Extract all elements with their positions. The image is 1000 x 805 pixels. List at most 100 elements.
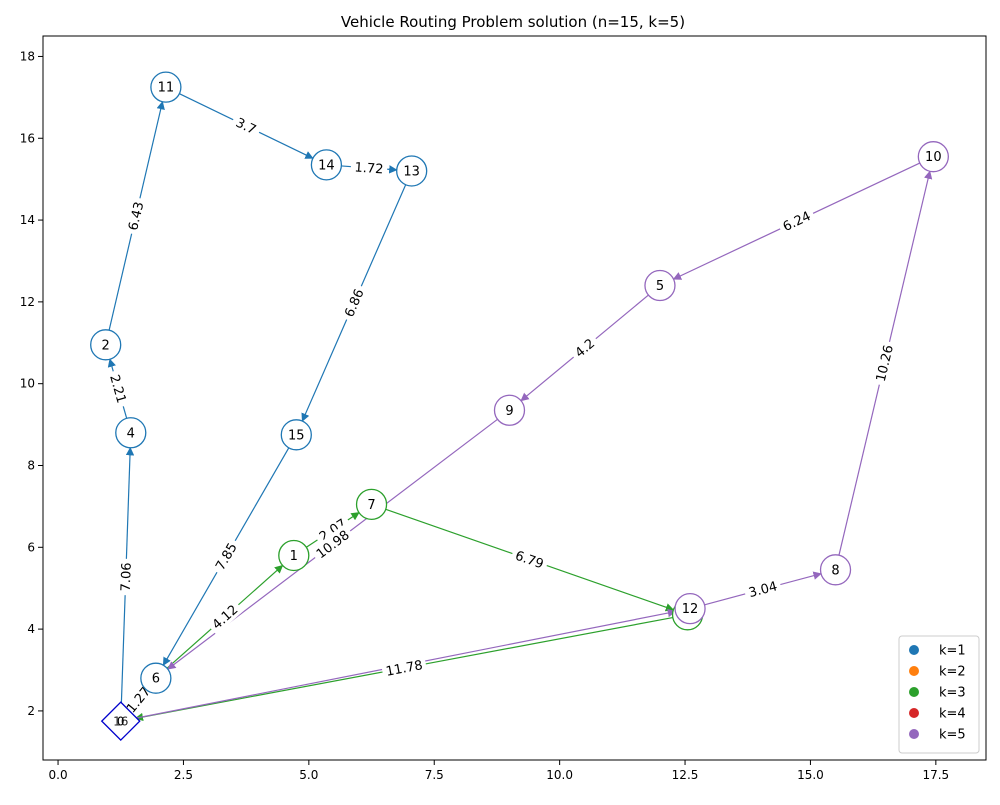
depot-diamond (100, 701, 141, 742)
depot-marker: 016 (100, 701, 141, 742)
node-10 (917, 141, 949, 173)
node-6 (140, 662, 172, 694)
node-1 (278, 539, 310, 572)
node-14 (310, 149, 343, 181)
legend-label: k=2 (939, 665, 966, 680)
edge-label-bg (309, 523, 356, 564)
node-11 (150, 71, 182, 103)
x-tick-label: 7.5 (425, 768, 444, 782)
edge-label-bg (776, 205, 817, 237)
edge-label: 2.21 (105, 368, 132, 409)
edge-label-text: 6.79 (513, 549, 545, 573)
depot-label: 0 (117, 715, 125, 729)
node-2 (90, 329, 122, 361)
y-tick-label: 6 (27, 540, 35, 554)
node-label-2: 2 (102, 338, 110, 353)
node-label-12: 12 (682, 602, 699, 617)
y-tick-label: 8 (27, 458, 35, 472)
y-tick-label: 14 (20, 213, 35, 227)
edge-label-bg (567, 331, 601, 364)
node-12 (674, 593, 706, 625)
edge-label-bg (380, 655, 428, 680)
node-label-13: 13 (403, 164, 420, 179)
edge-label-text: 2.21 (106, 373, 128, 405)
route-nodes: 123456789101112131415 (90, 71, 949, 694)
legend-label: k=4 (939, 707, 966, 722)
edge-label: 4.2 (567, 331, 601, 364)
x-tick-label: 12.5 (672, 768, 699, 782)
node-label-11: 11 (158, 81, 175, 96)
edge-label-bg (338, 282, 369, 323)
legend-marker (909, 708, 919, 718)
edge-label-bg (742, 575, 783, 602)
x-tick-label: 2.5 (174, 768, 193, 782)
edge-label-text: 11.78 (385, 658, 424, 680)
edge-label-text: 6.86 (342, 287, 367, 320)
node-15 (280, 419, 312, 451)
legend-label: k=5 (939, 728, 966, 743)
node-8 (819, 554, 852, 586)
y-tick-label: 10 (20, 377, 35, 391)
edge-label: 6.43 (122, 196, 148, 236)
node-label-4: 4 (127, 426, 135, 441)
edge-label-bg (312, 512, 353, 547)
y-tick-label: 16 (20, 131, 35, 145)
edge-label: 1.72 (350, 157, 388, 178)
node-label-14: 14 (318, 158, 335, 173)
x-tick-label: 5.0 (299, 768, 318, 782)
plot-frame (42, 35, 987, 761)
node-label-10: 10 (925, 150, 942, 165)
edge-label-bg (209, 536, 243, 577)
edge-label-text: 10.26 (874, 344, 897, 384)
edge-label: 3.7 (229, 111, 264, 140)
edge-label: 10.26 (870, 339, 898, 387)
edge-label-text: 6.43 (126, 200, 147, 232)
edge-label-bg (350, 157, 388, 178)
edge-label-text: 3.04 (747, 579, 779, 601)
legend: k=1 k=2 k=3 k=4 k=5 (898, 635, 980, 754)
node-label-1: 1 (290, 549, 298, 564)
edge-label-bg (229, 111, 264, 140)
edge-label: 7.85 (209, 536, 243, 577)
x-tick-label: 15.0 (797, 768, 824, 782)
node-label-9: 9 (505, 404, 513, 419)
edge-label-bg (509, 545, 550, 574)
x-axis: 0.0 2.5 5.0 7.5 10.0 12.5 15.0 17.5 (49, 760, 949, 782)
edge-label: 7.06 (116, 558, 135, 596)
legend-label: k=1 (939, 644, 966, 659)
legend-label: k=3 (939, 686, 966, 701)
y-tick-label: 4 (27, 622, 35, 636)
legend-box (898, 635, 980, 754)
edge-label: 3.04 (742, 575, 783, 602)
node-label-6: 6 (152, 672, 160, 687)
node-label-15: 15 (288, 428, 305, 443)
edge-label: 6.24 (776, 205, 817, 237)
edge-label-bg (205, 598, 244, 635)
legend-marker (909, 687, 919, 697)
edge-label-text: 1.72 (354, 160, 384, 177)
edge-label: 6.79 (509, 545, 550, 574)
y-tick-label: 2 (27, 704, 35, 718)
node-7 (355, 488, 388, 521)
node-5 (644, 269, 676, 302)
y-axis: 2 4 6 8 10 12 14 16 18 (20, 49, 43, 718)
chart-title: Vehicle Routing Problem solution (n=15, … (341, 13, 685, 31)
node-label-7: 7 (367, 498, 375, 513)
legend-marker (909, 666, 919, 676)
edge-label: 11.78 (380, 655, 428, 680)
node-9 (493, 394, 526, 426)
legend-marker (909, 645, 919, 655)
edge-label-bg (870, 339, 898, 387)
node-label-5: 5 (656, 279, 664, 294)
x-tick-label: 17.5 (922, 768, 949, 782)
edge-label: 6.86 (338, 282, 369, 323)
node-13 (396, 155, 428, 187)
node-label-8: 8 (831, 563, 839, 578)
edge-label-bg (105, 368, 132, 409)
x-tick-label: 0.0 (49, 768, 68, 782)
node-4 (115, 417, 147, 449)
y-tick-label: 12 (20, 295, 35, 309)
edge-label-bg (122, 196, 148, 236)
edge-label-text: 7.06 (119, 562, 135, 591)
